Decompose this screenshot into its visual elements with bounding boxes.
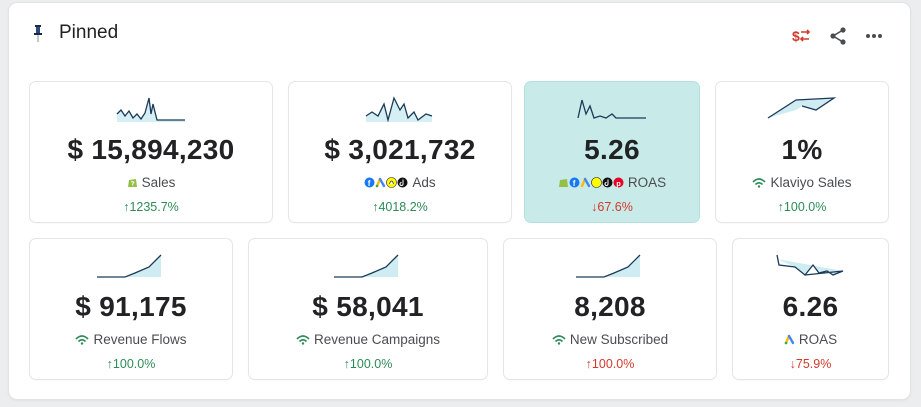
metric-change: ↑100.0%	[777, 200, 827, 214]
metric-card[interactable]: 6.26 ROAS ↓75.9%	[733, 239, 888, 379]
facebook-icon: f	[569, 177, 580, 188]
klaviyo-icon	[552, 335, 566, 345]
sparkline	[97, 254, 162, 278]
metric-change: ↓75.9%	[789, 357, 832, 371]
metric-card[interactable]: $ 3,021,732 f Ads ↑4018.2%	[289, 82, 511, 222]
svg-text:$: $	[792, 28, 800, 44]
google-ads-icon	[784, 334, 795, 345]
metric-value: 6.26	[782, 291, 839, 322]
metric-label-text: Klaviyo Sales	[770, 175, 852, 190]
metric-card[interactable]: 1% Klaviyo Sales ↑100.0%	[716, 82, 888, 222]
metric-card[interactable]: $ 91,175 Revenue Flows ↑100.0%	[30, 239, 232, 379]
metric-value: $ 15,894,230	[67, 134, 235, 165]
pushpin-icon	[34, 25, 42, 42]
klaviyo-icon	[752, 178, 767, 188]
klaviyo-icon	[75, 335, 90, 345]
sparkline	[577, 99, 646, 119]
metric-card[interactable]: 5.26 f p ROAS ↓67.6%	[525, 82, 699, 222]
metric-label-text: Revenue Campaigns	[313, 332, 441, 347]
klaviyo-icon	[296, 335, 310, 345]
metric-label-text: New Subscribed	[569, 332, 669, 347]
svg-text:f: f	[573, 179, 576, 188]
sparkline	[767, 97, 837, 119]
metric-value: 1%	[781, 134, 823, 165]
metric-label: New Subscribed	[504, 332, 716, 347]
metric-label-text: ROAS	[627, 175, 667, 190]
metric-value: $ 58,041	[312, 291, 424, 322]
shopify-icon	[558, 179, 568, 187]
sparkline	[116, 97, 185, 122]
pinterest-icon: p	[613, 177, 624, 188]
metric-label-text: Ads	[412, 175, 436, 190]
metric-label: f Ads	[289, 175, 511, 190]
sparkline	[576, 254, 641, 278]
metric-change: ↑4018.2%	[372, 200, 428, 214]
metric-change: ↓67.6%	[591, 200, 633, 214]
sparkline	[334, 254, 399, 278]
panel-header: Pinned $	[9, 3, 910, 63]
metric-label: Revenue Campaigns	[249, 332, 487, 347]
metric-value: 5.26	[584, 134, 640, 165]
metric-change: ↑100.0%	[585, 357, 635, 371]
google-ads-icon	[580, 177, 591, 188]
snapchat-icon	[591, 177, 602, 188]
snapchat-icon	[386, 177, 398, 188]
metric-label-text: Sales	[141, 175, 176, 190]
metric-card[interactable]: $ 15,894,230 Sales ↑1235.7%	[30, 82, 272, 222]
metric-value: $ 3,021,732	[324, 134, 476, 165]
pinned-panel: Pinned $ $ 15,894,230 Sales ↑1235.7	[9, 3, 910, 399]
metric-label: Sales	[30, 175, 272, 190]
metric-label-text: ROAS	[798, 332, 838, 347]
sparkline	[775, 254, 843, 276]
metric-card[interactable]: $ 58,041 Revenue Campaigns ↑100.0%	[249, 239, 487, 379]
google-ads-icon	[376, 177, 386, 188]
more-icon[interactable]	[864, 26, 884, 46]
metric-change: ↑100.0%	[343, 357, 393, 371]
currency-swap-icon[interactable]: $	[791, 26, 811, 46]
metric-card[interactable]: 8,208 New Subscribed ↑100.0%	[504, 239, 716, 379]
metric-label: ROAS	[733, 332, 888, 347]
metric-value: 8,208	[574, 291, 646, 322]
shopify-icon	[127, 179, 137, 187]
metric-label-text: Revenue Flows	[93, 332, 187, 347]
svg-text:p: p	[616, 179, 621, 188]
metric-change: ↑100.0%	[106, 357, 156, 371]
metric-label: Klaviyo Sales	[716, 175, 888, 190]
metric-label: f p ROAS	[525, 175, 699, 190]
metric-label: Revenue Flows	[30, 332, 232, 347]
sparkline	[365, 96, 433, 123]
share-icon[interactable]	[828, 26, 848, 46]
svg-text:f: f	[368, 179, 371, 188]
tiktok-icon	[602, 177, 613, 188]
tiktok-icon	[397, 177, 408, 188]
metric-value: $ 91,175	[75, 291, 187, 322]
facebook-icon: f	[364, 177, 375, 188]
panel-title: Pinned	[59, 22, 119, 43]
metric-change: ↑1235.7%	[123, 200, 179, 214]
